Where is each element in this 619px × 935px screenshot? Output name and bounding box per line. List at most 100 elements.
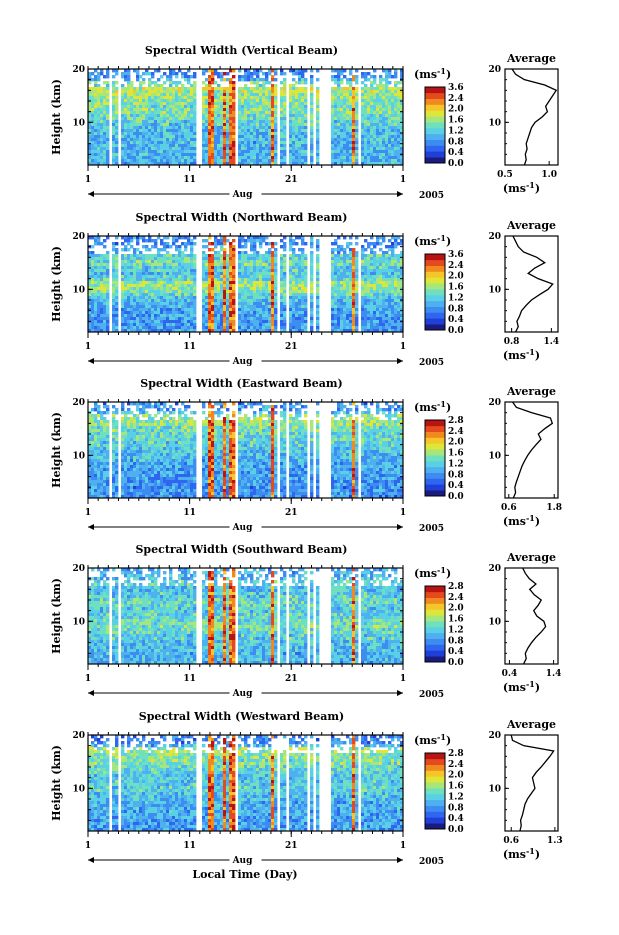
heatmap-cell (301, 296, 304, 299)
heatmap-cell (238, 287, 241, 290)
heatmap-cell (253, 260, 256, 263)
heatmap-cell (169, 150, 172, 153)
heatmap-cell (151, 275, 154, 278)
heatmap-cell (280, 102, 283, 105)
heatmap-cell (211, 254, 214, 257)
heatmap-cell (262, 108, 265, 111)
heatmap-cell (361, 159, 364, 162)
heatmap-cell (208, 281, 211, 284)
heatmap-cell (151, 254, 154, 257)
heatmap-cell (337, 123, 340, 126)
heatmap-cell (106, 87, 109, 90)
heatmap-cell (220, 156, 223, 159)
heatmap-cell (103, 135, 106, 138)
heatmap-cell (346, 305, 349, 308)
heatmap-cell (154, 132, 157, 135)
heatmap-cell (100, 111, 103, 114)
heatmap-cell (145, 254, 148, 257)
heatmap-cell (106, 272, 109, 275)
heatmap-cell (214, 153, 217, 156)
heatmap-cell (151, 272, 154, 275)
heatmap-cell (136, 272, 139, 275)
heatmap-cell (106, 93, 109, 96)
heatmap-cell (205, 287, 208, 290)
heatmap-cell (301, 99, 304, 102)
heatmap-cell (157, 159, 160, 162)
heatmap-cell (388, 135, 391, 138)
heatmap-cell (91, 293, 94, 296)
heatmap-cell (226, 266, 229, 269)
heatmap-cell (211, 287, 214, 290)
heatmap-cell (220, 90, 223, 93)
heatmap-cell (193, 296, 196, 299)
heatmap-cell (247, 117, 250, 120)
heatmap-cell (97, 105, 100, 108)
heatmap-cell (151, 81, 154, 84)
heatmap-cell (142, 132, 145, 135)
heatmap-cell (253, 99, 256, 102)
heatmap-cell (217, 135, 220, 138)
heatmap-cell (169, 84, 172, 87)
heatmap-cell (361, 156, 364, 159)
heatmap-cell (343, 114, 346, 117)
year-label: 2005 (419, 191, 444, 201)
heatmap-cell (220, 99, 223, 102)
heatmap-cell (187, 293, 190, 296)
average-y-tick-label: 20 (488, 65, 501, 75)
heatmap-cell (193, 96, 196, 99)
heatmap-cell (178, 311, 181, 314)
heatmap-cell (283, 99, 286, 102)
heatmap-cell (364, 123, 367, 126)
heatmap-cell (217, 84, 220, 87)
heatmap-cell (151, 302, 154, 305)
heatmap-cell (232, 323, 235, 326)
heatmap-cell (379, 78, 382, 81)
heatmap-cell (148, 96, 151, 99)
heatmap-cell (268, 141, 271, 144)
heatmap-cell (202, 275, 205, 278)
heatmap-cell (337, 81, 340, 84)
heatmap-cell (202, 117, 205, 120)
heatmap-cell (280, 293, 283, 296)
heatmap-cell (175, 245, 178, 248)
heatmap-cell (256, 75, 259, 78)
heatmap-cell (385, 99, 388, 102)
heatmap-cell (124, 245, 127, 248)
heatmap-cell (346, 111, 349, 114)
heatmap-cell (259, 150, 262, 153)
heatmap-cell (115, 287, 118, 290)
heatmap-cell (166, 254, 169, 257)
heatmap-cell (100, 281, 103, 284)
heatmap-cell (220, 114, 223, 117)
heatmap-cell (382, 135, 385, 138)
heatmap-cell (205, 323, 208, 326)
heatmap-cell (139, 150, 142, 153)
heatmap-cell (184, 272, 187, 275)
heatmap-cell (316, 323, 319, 326)
heatmap-cell (172, 156, 175, 159)
heatmap-cell (112, 275, 115, 278)
heatmap-cell (289, 117, 292, 120)
heatmap-cell (352, 90, 355, 93)
heatmap-cell (310, 132, 313, 135)
heatmap-cell (127, 132, 130, 135)
heatmap-cell (247, 123, 250, 126)
heatmap-cell (103, 99, 106, 102)
heatmap-cell (355, 129, 358, 132)
heatmap-cell (172, 263, 175, 266)
heatmap-cell (373, 102, 376, 105)
heatmap-cell (91, 90, 94, 93)
heatmap-cell (214, 138, 217, 141)
heatmap-cell (142, 311, 145, 314)
heatmap-cell (133, 278, 136, 281)
heatmap-cell (301, 144, 304, 147)
heatmap-cell (190, 260, 193, 263)
heatmap-cell (175, 248, 178, 251)
heatmap-cell (256, 99, 259, 102)
heatmap-cell (304, 105, 307, 108)
heatmap-cell (211, 317, 214, 320)
heatmap-cell (250, 126, 253, 129)
heatmap-cell (226, 72, 229, 75)
heatmap-cell (97, 123, 100, 126)
heatmap-cell (142, 87, 145, 90)
